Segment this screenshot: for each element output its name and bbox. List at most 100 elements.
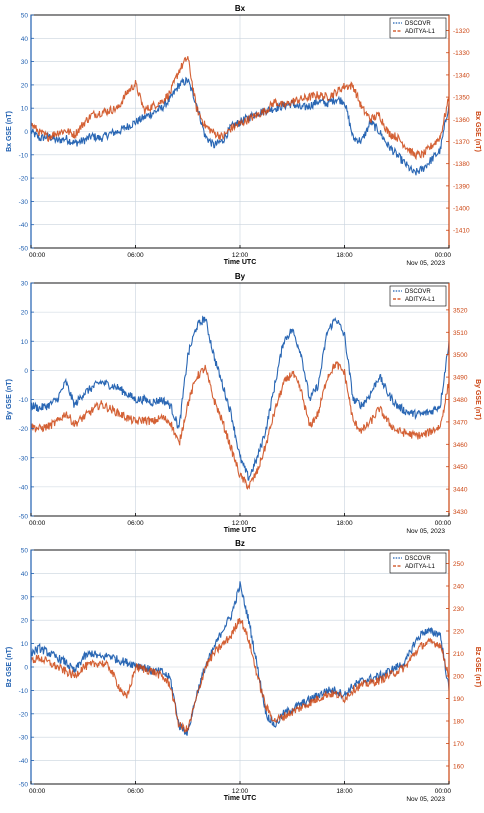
right-tick-label: 3490 bbox=[453, 375, 468, 382]
right-tick-label: 3480 bbox=[453, 397, 468, 404]
right-tick-label: -1340 bbox=[453, 72, 470, 79]
x-tick-label: 06:00 bbox=[127, 252, 144, 259]
left-y-axis-label: Bz GSE (nT) bbox=[6, 647, 13, 687]
legend: DSCOVR ADITYA-L1 bbox=[389, 285, 447, 307]
right-tick-label: -1410 bbox=[453, 228, 470, 235]
x-axis-label: Time UTC bbox=[224, 259, 257, 266]
left-y-axis-label: By GSE (nT) bbox=[6, 379, 13, 420]
left-tick-label: -40 bbox=[19, 484, 29, 491]
left-tick-label: -10 bbox=[19, 397, 29, 404]
right-tick-label: 3450 bbox=[453, 464, 468, 471]
date-label: Nov 05, 2023 bbox=[406, 528, 445, 535]
right-tick-label: 3470 bbox=[453, 419, 468, 426]
left-tick-label: 50 bbox=[21, 13, 29, 20]
left-tick-label: 40 bbox=[21, 36, 29, 43]
left-tick-label: 20 bbox=[21, 82, 29, 89]
right-y-axis-label: Bx GSE (nT) bbox=[474, 111, 481, 152]
right-tick-label: 3430 bbox=[453, 509, 468, 516]
left-tick-label: -20 bbox=[19, 426, 29, 433]
right-tick-label: -1400 bbox=[453, 206, 470, 213]
x-tick-label: 00:00 bbox=[435, 252, 452, 259]
x-tick-label: 00:00 bbox=[29, 520, 46, 527]
legend: DSCOVR ADITYA-L1 bbox=[389, 552, 447, 574]
date-label: Nov 05, 2023 bbox=[406, 260, 445, 267]
right-tick-label: 160 bbox=[453, 764, 464, 771]
x-tick-label: 12:00 bbox=[232, 788, 249, 795]
right-tick-label: 190 bbox=[453, 696, 464, 703]
left-tick-label: 10 bbox=[21, 339, 29, 346]
right-tick-label: 170 bbox=[453, 741, 464, 748]
left-tick-label: -30 bbox=[19, 199, 29, 206]
right-tick-label: 3510 bbox=[453, 330, 468, 337]
left-tick-label: 40 bbox=[21, 571, 29, 578]
left-tick-label: -30 bbox=[19, 735, 29, 742]
left-tick-label: 30 bbox=[21, 281, 29, 288]
right-tick-label: 250 bbox=[453, 561, 464, 568]
series-line-aditya-l1 bbox=[30, 361, 450, 490]
right-tick-label: -1370 bbox=[453, 139, 470, 146]
legend-box bbox=[389, 17, 447, 39]
chart-title: By bbox=[235, 272, 246, 281]
left-tick-label: -10 bbox=[19, 688, 29, 695]
panel-by: By 30 20 10 0 -10 -20 -30 -40 -50 3520 3510 3500 3490… bbox=[6, 272, 481, 535]
x-axis-label: Time UTC bbox=[224, 527, 257, 534]
series-line-aditya-l1 bbox=[30, 56, 450, 161]
x-tick-label: 00:00 bbox=[435, 520, 452, 527]
legend-label-dscovr: DSCOVR bbox=[405, 21, 431, 27]
panel-bx: Bx 50 40 30 20 10 0 -10 -20 -30 -40 -50 -1320 -1330 -1… bbox=[6, 4, 481, 267]
series-line-aditya-l1 bbox=[30, 618, 450, 733]
right-tick-label: 3440 bbox=[453, 487, 468, 494]
left-tick-label: -10 bbox=[19, 152, 29, 159]
left-tick-label: 0 bbox=[24, 665, 28, 672]
right-tick-label: -1380 bbox=[453, 161, 470, 168]
left-tick-label: 10 bbox=[21, 641, 29, 648]
legend: DSCOVR ADITYA-L1 bbox=[389, 17, 447, 39]
x-tick-label: 12:00 bbox=[232, 252, 249, 259]
left-tick-label: 30 bbox=[21, 59, 29, 66]
x-tick-label: 18:00 bbox=[336, 252, 353, 259]
left-tick-label: 50 bbox=[21, 548, 29, 555]
x-tick-label: 12:00 bbox=[232, 520, 249, 527]
legend-label-aditya-l1: ADITYA-L1 bbox=[405, 297, 436, 303]
left-tick-label: -50 bbox=[19, 514, 29, 521]
x-tick-label: 06:00 bbox=[127, 520, 144, 527]
left-tick-label: -40 bbox=[19, 222, 29, 229]
right-tick-label: 230 bbox=[453, 606, 464, 613]
right-tick-label: -1390 bbox=[453, 183, 470, 190]
left-tick-label: 0 bbox=[24, 129, 28, 136]
x-tick-label: 18:00 bbox=[336, 520, 353, 527]
x-tick-label: 00:00 bbox=[29, 788, 46, 795]
left-tick-label: 0 bbox=[24, 368, 28, 375]
left-tick-label: 20 bbox=[21, 618, 29, 625]
left-tick-label: -40 bbox=[19, 758, 29, 765]
left-tick-label: 20 bbox=[21, 310, 29, 317]
series-line-dscovr bbox=[30, 76, 450, 176]
right-tick-label: 220 bbox=[453, 629, 464, 636]
chart-title: Bx bbox=[235, 4, 246, 13]
series-line-dscovr bbox=[30, 315, 450, 481]
right-tick-label: 200 bbox=[453, 674, 464, 681]
x-tick-label: 06:00 bbox=[127, 788, 144, 795]
left-tick-label: -20 bbox=[19, 711, 29, 718]
left-y-axis-label: Bx GSE (nT) bbox=[6, 111, 13, 152]
date-label: Nov 05, 2023 bbox=[406, 796, 445, 803]
left-tick-label: -50 bbox=[19, 782, 29, 789]
right-tick-label: -1360 bbox=[453, 117, 470, 124]
right-tick-label: 240 bbox=[453, 584, 464, 591]
legend-box bbox=[389, 285, 447, 307]
right-y-axis-label: Bz GSE (nT) bbox=[474, 647, 481, 687]
x-axis-label: Time UTC bbox=[224, 795, 257, 802]
panel-bz: Bz 50 40 30 20 10 0 -10 -20 -30 -40 -50 250 240 230 220… bbox=[6, 539, 481, 803]
right-tick-label: 3520 bbox=[453, 307, 468, 314]
legend-label-aditya-l1: ADITYA-L1 bbox=[405, 564, 436, 570]
legend-box bbox=[389, 552, 447, 574]
legend-label-aditya-l1: ADITYA-L1 bbox=[405, 29, 436, 35]
right-tick-label: 3500 bbox=[453, 352, 468, 359]
left-tick-label: 10 bbox=[21, 106, 29, 113]
x-tick-label: 18:00 bbox=[336, 788, 353, 795]
chart-title: Bz bbox=[235, 539, 245, 548]
right-tick-label: 180 bbox=[453, 719, 464, 726]
left-tick-label: -50 bbox=[19, 246, 29, 253]
right-tick-label: 3460 bbox=[453, 442, 468, 449]
